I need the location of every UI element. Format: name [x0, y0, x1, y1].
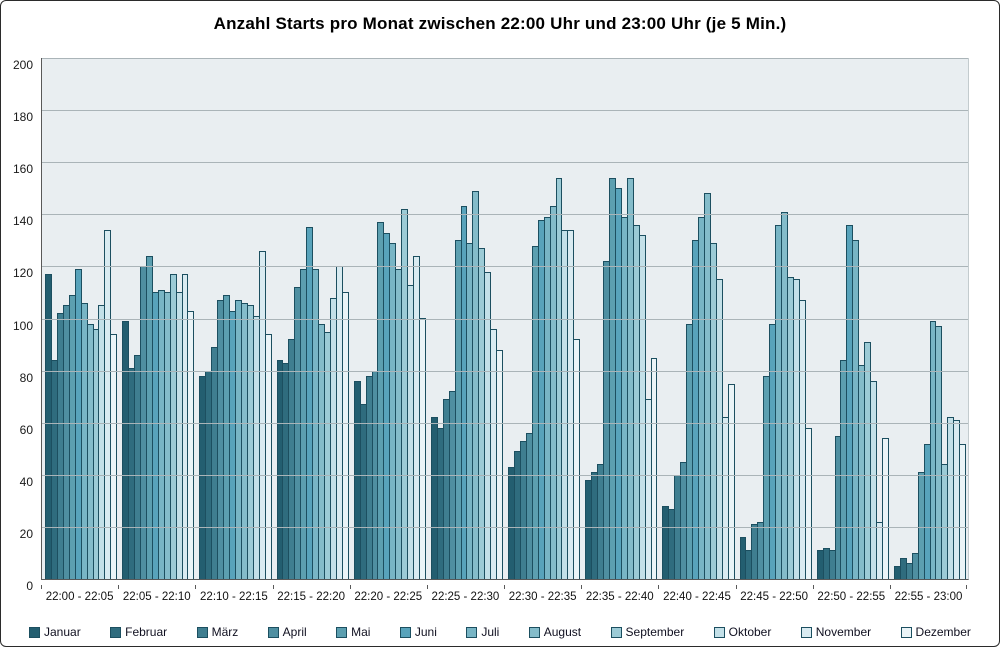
- x-axis-label-22:35 - 22:40: 22:35 - 22:40: [581, 585, 658, 603]
- x-axis-label-22:05 - 22:10: 22:05 - 22:10: [118, 585, 195, 603]
- legend-label: Juni: [414, 625, 437, 639]
- legend-label: Februar: [125, 625, 168, 639]
- gridline-100: [42, 318, 968, 320]
- legend-label: Januar: [44, 625, 81, 639]
- bar-group-22:40 - 22:45: [659, 58, 736, 579]
- bar-group-22:45 - 22:50: [737, 58, 814, 579]
- legend-swatch-icon: [110, 626, 122, 638]
- gridline-60: [42, 422, 968, 424]
- bar-group-22:50 - 22:55: [814, 58, 891, 579]
- x-axis-label-22:45 - 22:50: 22:45 - 22:50: [735, 585, 813, 603]
- legend-item-Januar: Januar: [29, 625, 81, 639]
- x-axis-label-22:25 - 22:30: 22:25 - 22:30: [426, 585, 504, 603]
- bar-Dezember-22:30 - 22:35: [573, 339, 581, 579]
- legend-swatch-icon: [267, 626, 279, 638]
- bar-group-22:05 - 22:10: [119, 58, 196, 579]
- x-axis-label-22:50 - 22:55: 22:50 - 22:55: [812, 585, 890, 603]
- bar-group-22:35 - 22:40: [582, 58, 659, 579]
- legend-item-Juli: Juli: [466, 625, 499, 639]
- legend-label: März: [211, 625, 239, 639]
- legend-label: Oktober: [728, 625, 772, 639]
- bar-group-22:00 - 22:05: [42, 58, 119, 579]
- legend-swatch-icon: [336, 626, 348, 638]
- x-axis-label-22:40 - 22:45: 22:40 - 22:45: [658, 585, 735, 603]
- legend-swatch-icon: [196, 626, 208, 638]
- x-axis-label-22:10 - 22:15: 22:10 - 22:15: [195, 585, 272, 603]
- legend-swatch-icon: [29, 626, 40, 638]
- x-axis: 22:00 - 22:05 22:05 - 22:10 22:10 - 22:15 2…: [41, 585, 968, 603]
- x-axis-label-22:15 - 22:20: 22:15 - 22:20: [272, 585, 350, 603]
- bar-Oktober-22:50 - 22:55: [870, 381, 878, 579]
- y-axis: 0 20 40 60 80 100 120 140 160 180 200: [12, 58, 33, 593]
- gridline-140: [42, 214, 968, 216]
- gridline-200: [42, 58, 968, 59]
- legend-item-März: März: [196, 625, 239, 639]
- bar-group-22:30 - 22:35: [505, 58, 582, 579]
- legend-item-September: September: [610, 625, 685, 639]
- legend-item-Mai: Mai: [336, 625, 370, 639]
- x-axis-label-22:20 - 22:25: 22:20 - 22:25: [349, 585, 427, 603]
- bar-groups-container: [42, 58, 968, 579]
- legend-label: September: [625, 625, 685, 639]
- legend-swatch-icon: [466, 626, 478, 638]
- legend-item-Oktober: Oktober: [713, 625, 772, 639]
- legend-label: Dezember: [915, 625, 971, 639]
- legend-item-August: August: [528, 625, 582, 639]
- bar-August-22:55 - 23:00: [935, 326, 943, 579]
- bar-Dezember-22:20 - 22:25: [419, 318, 426, 579]
- legend-swatch-icon: [713, 626, 725, 638]
- gridline-180: [42, 110, 968, 112]
- legend-label: Mai: [351, 625, 371, 639]
- bar-Dezember-22:00 - 22:05: [110, 334, 118, 579]
- x-axis-label-22:00 - 22:05: 22:00 - 22:05: [41, 585, 118, 603]
- x-axis-label-22:55 - 23:00: 22:55 - 23:00: [889, 585, 968, 603]
- legend-label: August: [543, 625, 582, 639]
- bar-Dezember-22:15 - 22:20: [341, 292, 349, 579]
- bar-Dezember-22:55 - 23:00: [959, 444, 967, 579]
- bar-Dezember-22:45 - 22:50: [804, 428, 812, 579]
- legend-item-April: April: [267, 625, 307, 639]
- bar-Dezember-22:25 - 22:30: [496, 350, 504, 579]
- gridline-40: [42, 474, 968, 476]
- chart-title: Anzahl Starts pro Monat zwischen 22:00 U…: [213, 14, 787, 33]
- legend: Januar Februar März April Mai Juni Juli August S…: [11, 625, 989, 639]
- legend-label: April: [282, 625, 307, 639]
- legend-swatch-icon: [800, 626, 812, 638]
- legend-item-Juni: Juni: [399, 625, 437, 639]
- x-axis-label-22:30 - 22:35: 22:30 - 22:35: [504, 585, 581, 603]
- legend-item-Dezember: Dezember: [900, 625, 971, 639]
- legend-label: November: [815, 625, 872, 639]
- bar-group-22:20 - 22:25: [351, 58, 428, 579]
- bar-Dezember-22:05 - 22:10: [187, 311, 195, 579]
- bar-Dezember-22:50 - 22:55: [882, 438, 889, 579]
- legend-label: Juli: [481, 625, 500, 639]
- bar-group-22:55 - 23:00: [891, 58, 968, 579]
- legend-item-November: November: [800, 625, 872, 639]
- gridline-20: [42, 526, 968, 528]
- legend-swatch-icon: [610, 626, 622, 638]
- bar-group-22:15 - 22:20: [274, 58, 351, 579]
- legend-swatch-icon: [900, 626, 912, 638]
- bar-group-22:25 - 22:30: [428, 58, 505, 579]
- bar-Dezember-22:35 - 22:40: [650, 358, 658, 579]
- legend-item-Februar: Februar: [110, 625, 167, 639]
- legend-swatch-icon: [528, 626, 540, 638]
- plot-area: [41, 58, 969, 580]
- legend-swatch-icon: [399, 626, 411, 638]
- bar-Dezember-22:40 - 22:45: [727, 384, 735, 579]
- gridline-80: [42, 370, 968, 372]
- gridline-160: [42, 162, 968, 164]
- gridline-120: [42, 266, 968, 268]
- bar-Dezember-22:10 - 22:15: [264, 334, 272, 579]
